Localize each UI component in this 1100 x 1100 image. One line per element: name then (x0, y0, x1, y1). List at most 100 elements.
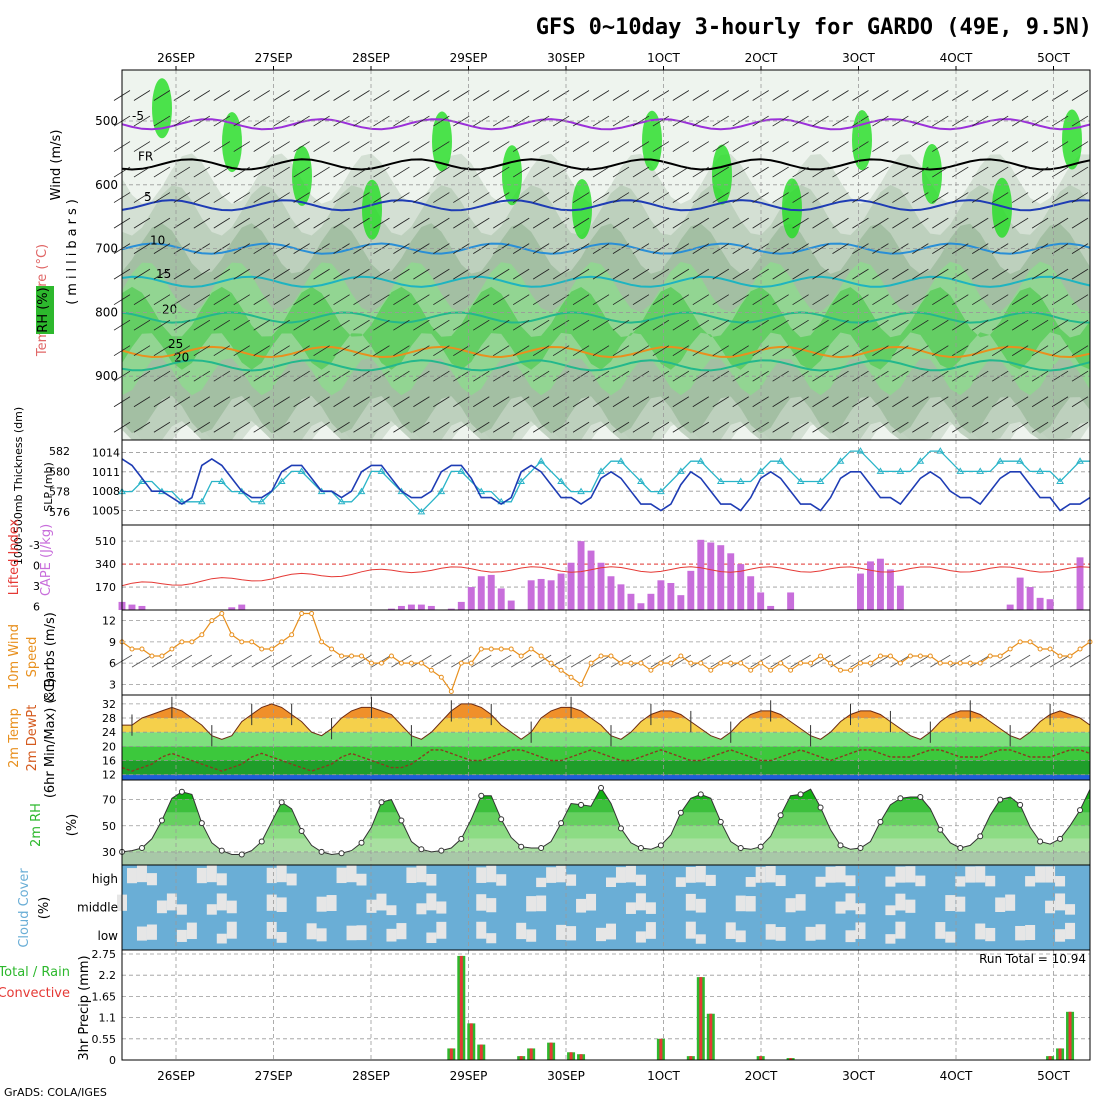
wind-barb (592, 90, 610, 101)
surface-wind-barb (870, 654, 891, 668)
wind-barb (652, 166, 670, 178)
thickness-point (896, 467, 905, 474)
thickness-point (197, 497, 206, 505)
wind-barb (1051, 345, 1069, 357)
wind-speed-point (718, 660, 724, 666)
cape-bar (876, 558, 884, 610)
wind-barb (852, 319, 869, 331)
wind-speed-point (668, 660, 674, 666)
cloud-gap (536, 895, 547, 912)
cloud-gap (406, 867, 417, 884)
wind-barb (852, 268, 869, 280)
wind-barb (632, 217, 650, 229)
cloud-gap (206, 904, 217, 915)
wind-barb (572, 115, 590, 127)
wind-barb (413, 370, 430, 382)
precip-tick: 2.2 (99, 969, 117, 982)
wind-barb (253, 141, 270, 152)
rh-point (857, 845, 864, 851)
wind-barb (273, 370, 290, 382)
cape-bar (747, 576, 755, 610)
wind-speed-point (129, 646, 135, 652)
wind-barb (952, 141, 969, 152)
cape-bar (727, 553, 735, 610)
wind-speed-point (428, 667, 434, 673)
wind-barb (273, 243, 290, 254)
rh-point (218, 847, 225, 854)
wind-barb (792, 115, 809, 127)
speed-label: Speed (25, 637, 40, 678)
wind-barb (692, 370, 710, 382)
wind-barb (1051, 268, 1069, 280)
wind-barb (692, 268, 710, 280)
cloud-gap (845, 875, 856, 887)
cape-bar (238, 604, 246, 610)
wind-barb (812, 421, 829, 433)
rh-max-patch (152, 78, 172, 139)
wind-barb (453, 192, 470, 203)
wind-barb (253, 370, 270, 382)
rh-point (637, 845, 644, 851)
precip-convective-bar (1048, 1056, 1052, 1060)
wind-barb (692, 396, 710, 408)
precip-convective-bar (479, 1044, 483, 1060)
wind-barb (532, 294, 550, 305)
wind-barb (792, 345, 809, 357)
wind-speed-point (568, 674, 574, 680)
wind-barb (253, 345, 270, 357)
wind-speed-point (738, 660, 744, 666)
cloud-gap (1055, 876, 1066, 887)
cloud-gap (915, 875, 926, 887)
cape-bar (1076, 557, 1084, 610)
wind-barb (712, 90, 729, 101)
wind-barb (932, 166, 949, 178)
cape-li-panel: 170 340 510 6 3 0 -3 (29, 524, 1091, 614)
wind-barb (632, 319, 650, 331)
rh-point (398, 817, 405, 824)
cloud-gap (855, 922, 866, 939)
wind-barb (952, 115, 969, 127)
wind-barb (952, 319, 969, 331)
wind-barb (652, 319, 670, 331)
wind-barb (572, 268, 590, 280)
wind-barb (373, 217, 390, 229)
wind-barb (832, 345, 849, 357)
cloud-gap (426, 893, 437, 911)
surface-wind-barb (810, 654, 831, 668)
wind-barb (612, 141, 630, 152)
lifted-index-line (121, 566, 1091, 587)
wind-barb (213, 90, 231, 101)
wind-barb (133, 345, 151, 357)
wind-barb (1051, 141, 1069, 152)
chart-title: GFS 0~10day 3-hourly for GARDO (49E, 9.5… (536, 15, 1092, 40)
wind-barb (193, 90, 211, 101)
wind-speed-point (917, 653, 923, 659)
cape-bar (397, 605, 405, 610)
wind-barb (413, 115, 430, 127)
rh-point (797, 791, 804, 798)
cloud-gap (596, 927, 607, 942)
rh-point (318, 848, 325, 855)
surface-wind-barb (231, 654, 252, 668)
wind-barb (473, 294, 490, 305)
wind-barb (972, 345, 989, 357)
rh-point (498, 816, 505, 823)
cloud-gap (336, 867, 347, 884)
temp-fill (122, 703, 1090, 780)
cloud-gap (416, 865, 427, 883)
wind-barb (512, 192, 530, 203)
total-rain-label: Total / Rain (0, 965, 70, 980)
cloud-gap (396, 923, 407, 940)
temp-tick: 16 (102, 755, 116, 768)
cape-bar (677, 595, 685, 610)
wind-speed-point (508, 646, 514, 652)
wind-speed-point (169, 646, 175, 652)
cape-bar (547, 580, 555, 610)
surface-wind-barb (191, 654, 213, 668)
wind-barb (493, 90, 510, 101)
wind-speed-point (967, 660, 973, 666)
rh-band (122, 851, 1090, 865)
wind-barb (233, 166, 250, 178)
rh-point (957, 845, 964, 851)
wind-barb (413, 268, 430, 280)
